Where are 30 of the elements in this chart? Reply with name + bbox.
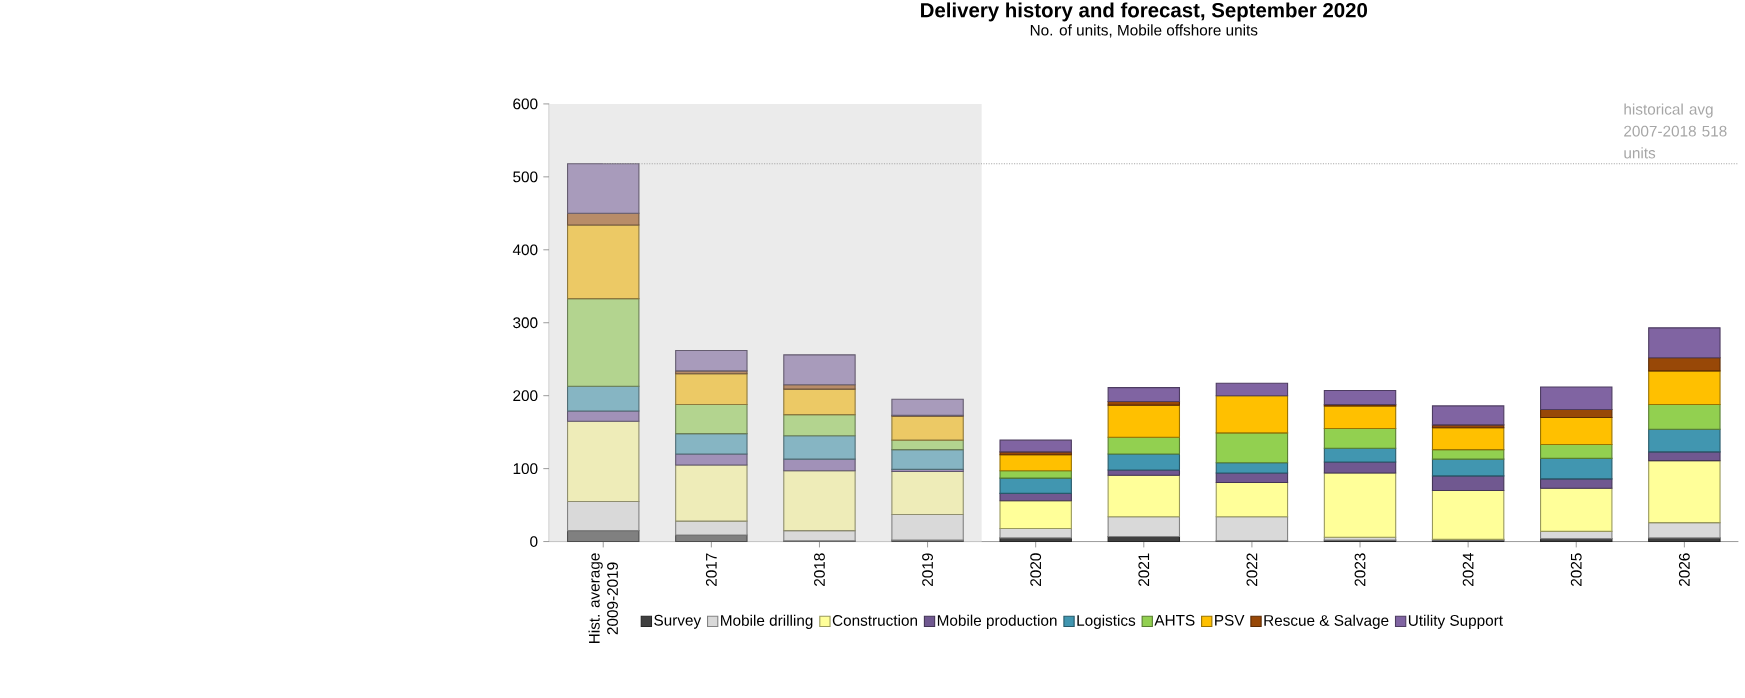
y-tick-label: 300 bbox=[513, 317, 538, 329]
legend-label: PSV bbox=[1215, 614, 1245, 626]
x-tick-label: 2021 bbox=[1138, 553, 1150, 586]
y-tick-label: 600 bbox=[513, 98, 538, 110]
legend-label: Survey bbox=[654, 614, 702, 629]
legend-label: Logistics bbox=[1077, 614, 1136, 629]
legend-label: Rescue & Salvage bbox=[1264, 614, 1389, 629]
x-tick-label: 2022 bbox=[1246, 553, 1258, 586]
ref-line-label: historical avg 2007-2018 518 units bbox=[1624, 103, 1727, 159]
x-tick-label: 2019 bbox=[922, 553, 933, 586]
y-tick-label: 200 bbox=[513, 390, 538, 402]
x-tick-label: 2026 bbox=[1678, 553, 1690, 586]
legend-label: AHTS bbox=[1154, 614, 1195, 626]
chart-title: Delivery history and forecast, September 2020 bbox=[921, 2, 1368, 22]
y-tick-label: 400 bbox=[512, 244, 538, 256]
x-tick-label: Hist. average 2009-2019 bbox=[588, 553, 618, 643]
x-tick-label: 2025 bbox=[1570, 553, 1582, 586]
x-tick-label: 2018 bbox=[814, 553, 825, 586]
x-tick-label: 2020 bbox=[1030, 553, 1042, 586]
y-tick-label: 0 bbox=[530, 536, 538, 547]
y-tick-label: 100 bbox=[513, 463, 538, 474]
y-tick-label: 500 bbox=[513, 171, 538, 183]
x-tick-label: 2017 bbox=[705, 553, 717, 586]
legend-label: Construction bbox=[832, 614, 917, 626]
legend-label: Utility Support bbox=[1408, 614, 1503, 629]
x-tick-label: 2023 bbox=[1354, 553, 1366, 586]
legend-label: Mobile production bbox=[937, 614, 1057, 629]
legend-label: Mobile drilling bbox=[721, 614, 813, 629]
chart-subtitle: No. of units, Mobile offshore units bbox=[1030, 24, 1258, 38]
x-tick-label: 2024 bbox=[1462, 553, 1474, 586]
